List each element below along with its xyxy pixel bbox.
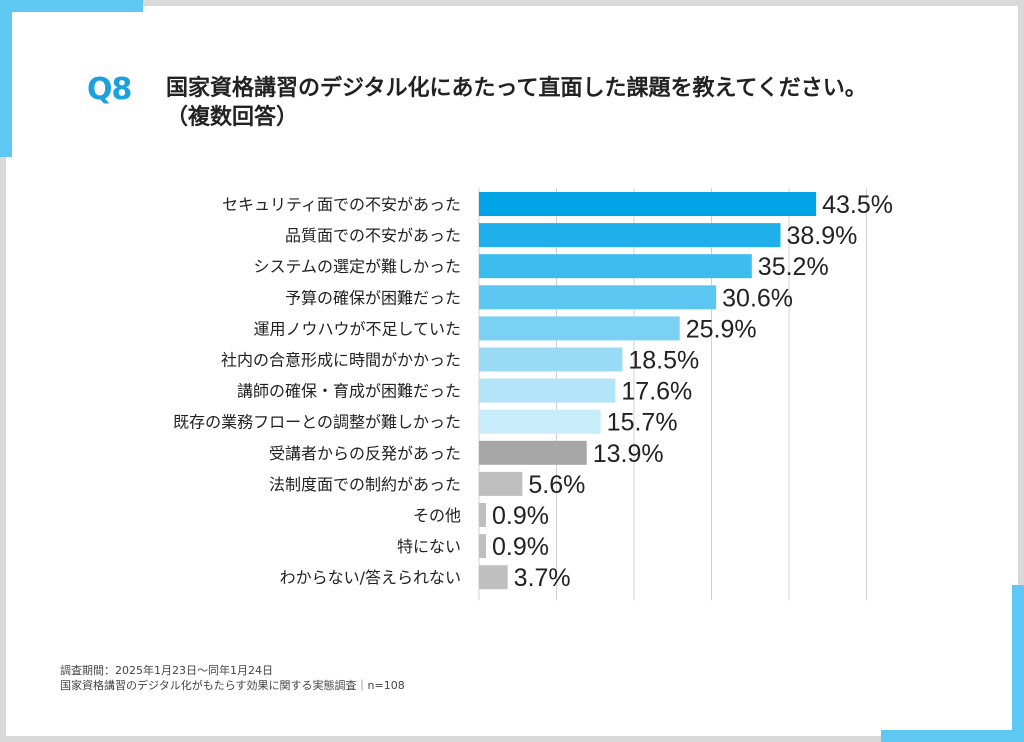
category-label: 特にない [397, 537, 461, 556]
category-label: 法制度面での制約があった [269, 475, 461, 494]
corner-accent-top-left [0, 0, 143, 12]
category-label: 講師の確保・育成が困難だった [237, 382, 461, 401]
category-label: 予算の確保が困難だった [285, 288, 461, 307]
category-label: セキュリティ面での不安があった [222, 195, 461, 214]
bar [479, 347, 623, 372]
bar [479, 223, 781, 248]
bar [479, 192, 817, 216]
data-label: 30.6% [722, 284, 793, 312]
category-label: システムの選定が難しかった [253, 257, 461, 276]
data-label: 38.9% [786, 222, 857, 250]
corner-accent-bottom-right [881, 730, 1024, 742]
category-label: 既存の業務フローとの調整が難しかった [173, 413, 461, 432]
data-label: 25.9% [686, 315, 757, 343]
bar [479, 409, 601, 434]
question-title: 国家資格講習のデジタル化にあたって直面した課題を教えてください。 [166, 76, 867, 101]
category-label: わからない/答えられない [280, 568, 461, 587]
category-label: 運用ノウハウが不足していた [253, 319, 461, 338]
survey-period: 調査期間：2025年1月23日～同年1月24日 [60, 664, 273, 677]
category-label: その他 [413, 506, 461, 525]
data-label: 0.9% [492, 502, 549, 530]
corner-accent-top-left-vertical [0, 0, 12, 157]
category-label: 受講者からの反発があった [269, 444, 461, 463]
bar [479, 285, 717, 310]
data-label: 43.5% [822, 191, 893, 219]
data-label: 15.7% [607, 409, 678, 437]
data-label: 35.2% [758, 253, 829, 281]
data-label: 13.9% [593, 440, 664, 468]
bar [479, 316, 680, 341]
bar [479, 565, 508, 590]
bar [479, 254, 752, 279]
category-label: 社内の合意形成に時間がかかった [221, 351, 461, 370]
bar [479, 378, 616, 403]
category-label: 品質面での不安があった [285, 226, 461, 245]
survey-name: 国家資格講習のデジタル化がもたらす効果に関する実態調査｜n=108 [60, 679, 405, 692]
bar [479, 471, 523, 496]
bar [479, 503, 486, 527]
bar [479, 534, 486, 559]
question-number: Q8 [87, 72, 132, 107]
data-label: 17.6% [621, 378, 692, 406]
data-label: 0.9% [492, 533, 549, 561]
question-subtitle: （複数回答） [166, 105, 299, 130]
data-label: 5.6% [528, 471, 585, 499]
bar [479, 440, 587, 465]
data-label: 3.7% [514, 564, 571, 592]
data-label: 18.5% [628, 347, 699, 375]
corner-accent-bottom-right-vertical [1012, 585, 1024, 742]
